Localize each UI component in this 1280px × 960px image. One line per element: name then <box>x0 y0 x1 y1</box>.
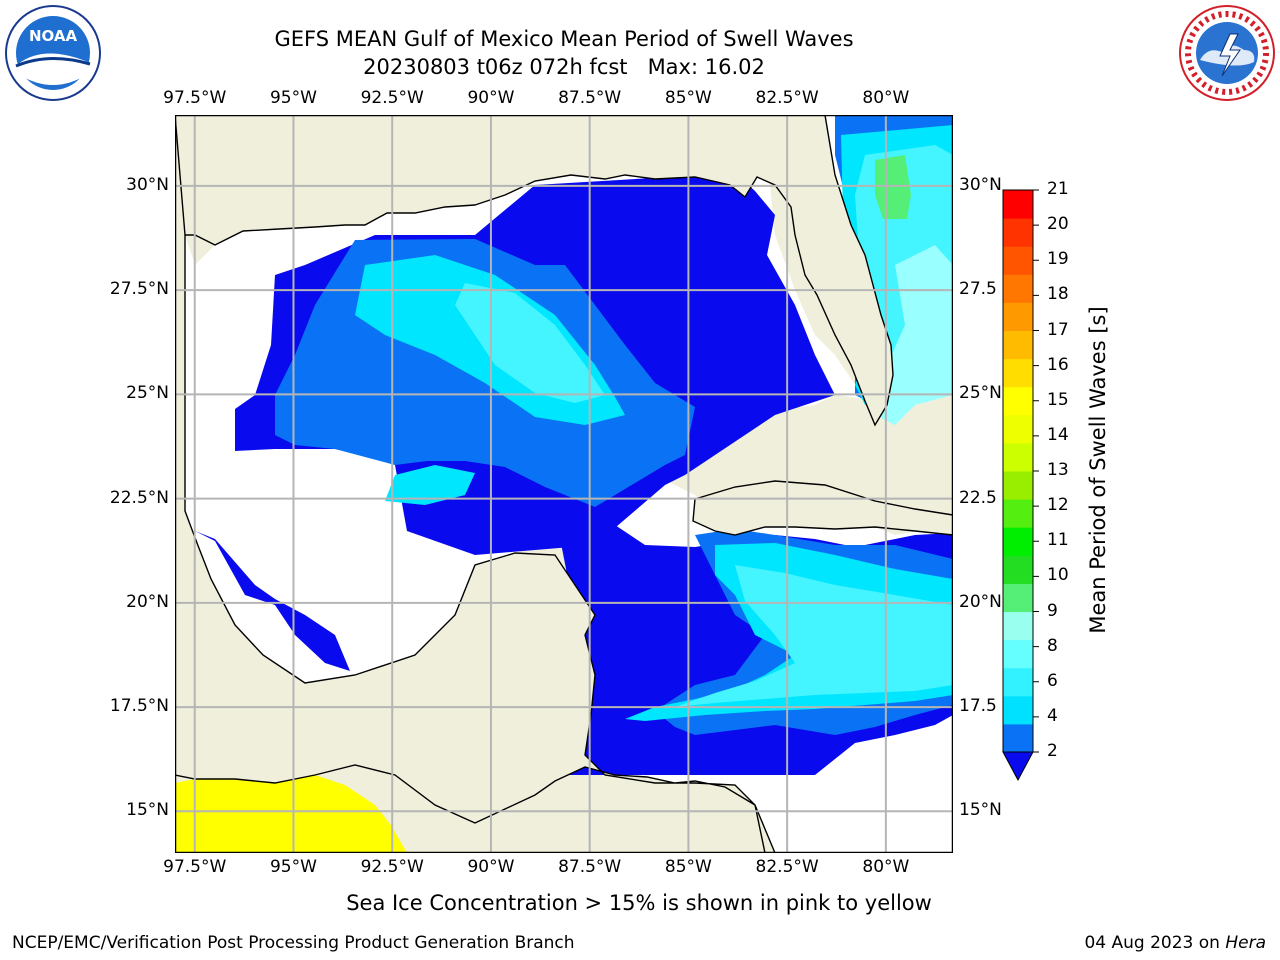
colorbar-segment <box>1003 386 1033 416</box>
lon-tick-label: 90°W <box>467 857 515 877</box>
colorbar-segment <box>1003 330 1033 360</box>
chart-title: GEFS MEAN Gulf of Mexico Mean Period of … <box>274 27 854 51</box>
colorbar-segment <box>1003 583 1033 612</box>
map-frame <box>175 115 953 853</box>
lon-tick-label: 85°W <box>664 857 712 877</box>
lat-tick-label-left: 27.5°N <box>109 279 169 300</box>
lon-tick-label: 80°W <box>862 857 910 877</box>
lon-tick-label: 80°W <box>862 88 910 108</box>
lon-tick-label: 87.5°W <box>558 857 622 877</box>
lat-tick-label-right: 30°N <box>959 174 1002 195</box>
lon-tick-label: 90°W <box>467 88 515 108</box>
colorbar-segment <box>1003 499 1033 528</box>
lat-tick-label-left: 22.5°N <box>109 487 169 508</box>
lat-tick-label-right: 25°N <box>959 383 1002 404</box>
colorbar-segment <box>1003 190 1033 219</box>
colorbar-segment <box>1003 471 1033 500</box>
colorbar-tick-label: 21 <box>1047 179 1069 199</box>
colorbar-segment <box>1003 667 1033 697</box>
lon-tick-label: 87.5°W <box>558 88 622 108</box>
colorbar-tick-label: 20 <box>1047 214 1069 235</box>
colorbar-segment <box>1003 218 1033 247</box>
colorbar <box>1002 189 1039 782</box>
lon-tick-label: 97.5°W <box>163 88 227 108</box>
nws-logo <box>1179 5 1275 101</box>
lat-tick-label-right: 17.5 <box>959 696 997 717</box>
colorbar-segment <box>1003 611 1033 641</box>
noaa-logo: NOAA <box>5 5 101 101</box>
colorbar-tick-label: 4 <box>1047 705 1058 726</box>
lon-tick-label: 85°W <box>664 88 712 108</box>
chart-subtitle: 20230803 t06z 072h fcst Max: 16.02 <box>363 55 765 79</box>
colorbar-tick-label: 19 <box>1047 249 1069 270</box>
colorbar-segment <box>1003 527 1033 556</box>
lat-tick-label-left: 20°N <box>126 591 169 612</box>
land-overlays <box>175 115 953 853</box>
colorbar-tick-label: 10 <box>1047 565 1069 586</box>
lat-tick-label-right: 22.5 <box>959 487 997 508</box>
sea-ice-region <box>175 775 407 853</box>
colorbar-tick-label: 2 <box>1047 741 1058 761</box>
lon-tick-label: 95°W <box>269 857 317 877</box>
lon-tick-label: 82.5°W <box>755 857 819 877</box>
colorbar-tick-label: 17 <box>1047 319 1069 340</box>
colorbar-label: Mean Period of Swell Waves [s] <box>1086 306 1110 634</box>
lat-tick-label-right: 15°N <box>959 800 1002 821</box>
colorbar-tick-label: 12 <box>1047 495 1069 516</box>
colorbar-tick-label: 8 <box>1047 635 1058 656</box>
lon-tick-label: 95°W <box>269 88 317 108</box>
colorbar-segment <box>1003 555 1033 584</box>
colorbar-segment <box>1003 358 1033 388</box>
colorbar-under-arrow <box>1002 751 1034 782</box>
colorbar-segment <box>1003 639 1033 669</box>
lat-tick-label-left: 15°N <box>126 800 169 821</box>
lat-tick-label-left: 30°N <box>126 174 169 195</box>
colorbar-tick-label: 14 <box>1047 424 1069 445</box>
colorbar-tick-label: 13 <box>1047 460 1069 480</box>
lon-tick-label: 92.5°W <box>360 88 424 108</box>
colorbar-segment <box>1003 442 1033 472</box>
map-canvas <box>175 115 953 853</box>
colorbar-tick-label: 15 <box>1047 389 1069 410</box>
sea-ice-note: Sea Ice Concentration > 15% is shown in … <box>346 891 932 915</box>
map-grid <box>175 115 953 853</box>
lat-tick-label-right: 27.5 <box>959 279 997 300</box>
noaa-logo-text: NOAA <box>29 27 78 45</box>
colorbar-tick-label: 16 <box>1047 354 1069 375</box>
colorbar-tick-label: 9 <box>1047 600 1058 621</box>
colorbar-tick-label: 18 <box>1047 284 1069 305</box>
lat-tick-label-left: 17.5°N <box>109 696 169 717</box>
colorbar-tick-label: 6 <box>1047 670 1058 691</box>
colorbar-segment <box>1003 274 1033 303</box>
colorbar-segment <box>1003 246 1033 275</box>
footer-date-text: 04 Aug 2023 on <box>1084 933 1226 953</box>
colorbar-segment <box>1003 414 1033 444</box>
colorbar-tick-label: 11 <box>1047 530 1069 551</box>
footer-host: Hera <box>1225 933 1266 953</box>
lat-tick-label-left: 25°N <box>126 383 169 404</box>
lon-tick-label: 97.5°W <box>163 857 227 877</box>
footer-branch: NCEP/EMC/Verification Post Processing Pr… <box>12 933 575 953</box>
lat-tick-label-right: 20°N <box>959 591 1002 612</box>
colorbar-segment <box>1003 695 1033 725</box>
lon-tick-label: 82.5°W <box>755 88 819 108</box>
colorbar-segment <box>1003 302 1033 331</box>
colorbar-segment <box>1003 723 1033 753</box>
lon-tick-label: 92.5°W <box>360 857 424 877</box>
footer-date: 04 Aug 2023 on Hera <box>1084 933 1266 953</box>
